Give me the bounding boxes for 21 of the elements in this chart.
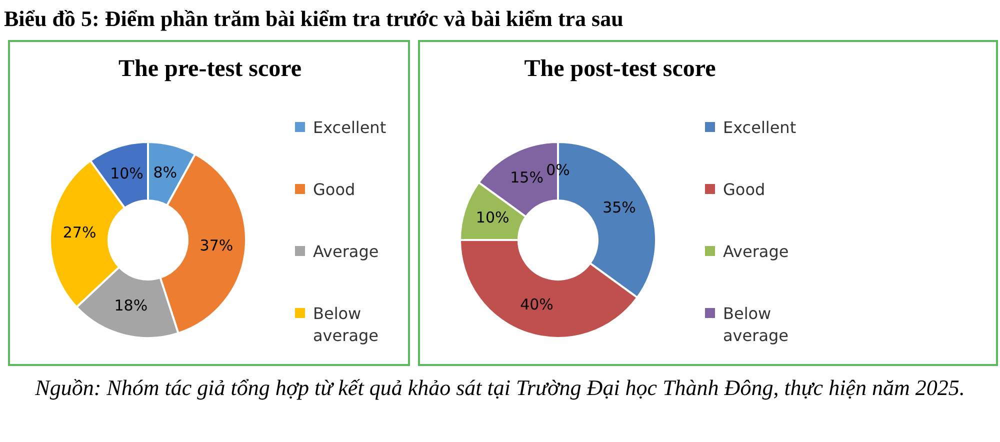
legend-label: Good [723, 179, 766, 201]
chart-title: The post-test score [523, 56, 717, 83]
legend-label: Below average [723, 303, 790, 347]
data-label: 35% [602, 198, 636, 217]
data-label: 10% [476, 208, 510, 227]
data-label: 18% [114, 296, 148, 314]
chart-title: The pre-test score [117, 56, 303, 83]
data-label: 40% [520, 295, 554, 314]
data-label: 15% [510, 168, 544, 187]
legend-label: Excellent [723, 117, 796, 139]
data-label: 10% [110, 164, 144, 182]
data-label: 27% [62, 223, 96, 242]
text: Nguồn: Nhóm tác giả tổng hợp từ kết quả khảo sát tại Trường Đại học Thành Đông, thực hiện năm 2025. [34, 374, 966, 402]
legend-label: Good [313, 179, 356, 201]
legend-label: Below average [313, 303, 380, 347]
legend-label: Average [313, 241, 379, 263]
legend-label: Excellent [313, 117, 386, 139]
legend-label: Average [723, 241, 789, 263]
data-label: 8% [153, 163, 177, 182]
data-label: 37% [200, 236, 234, 254]
text: Biểu đồ 5: Điểm phần trăm bài kiểm tra trước và bài kiểm tra sau [4, 6, 624, 32]
